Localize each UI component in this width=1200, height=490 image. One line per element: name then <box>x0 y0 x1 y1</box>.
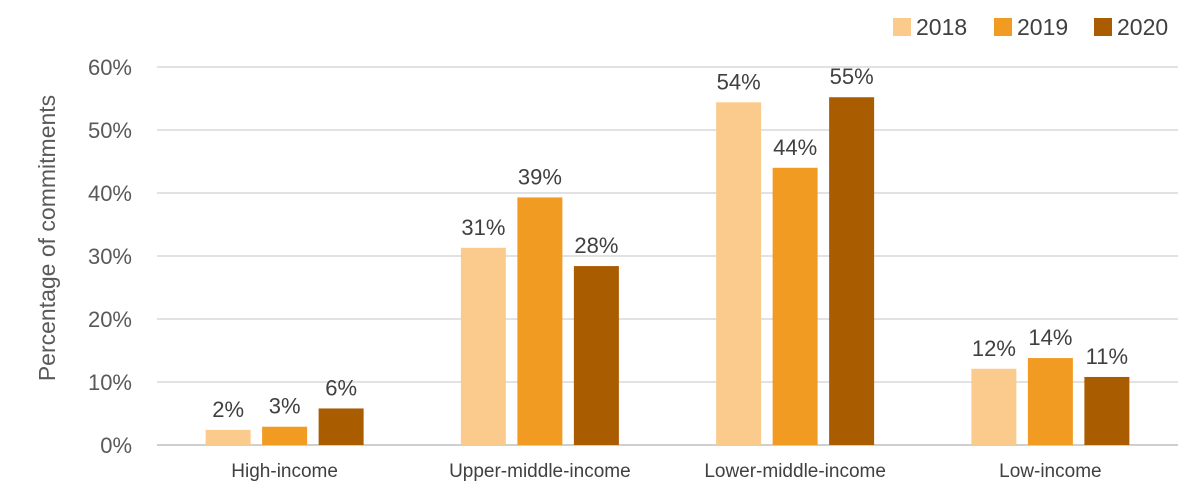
data-label: 11% <box>1086 344 1128 369</box>
bar-2018-high-income <box>205 429 251 445</box>
legend-swatch-2020 <box>1094 18 1112 36</box>
y-tick-label: 0% <box>100 433 132 458</box>
y-tick-label: 20% <box>88 307 132 332</box>
x-category-label: Lower-middle-income <box>704 461 886 482</box>
data-label: 2% <box>212 397 244 422</box>
data-label: 44% <box>773 135 817 160</box>
legend-label-2020: 2020 <box>1117 14 1168 40</box>
bar-2020-lower-middle-income <box>829 97 875 446</box>
x-category-label: Low-income <box>999 461 1101 482</box>
bar-2018-lower-middle-income <box>716 102 762 445</box>
data-label: 14% <box>1028 325 1072 350</box>
data-label: 28% <box>574 233 618 258</box>
legend-label-2018: 2018 <box>916 14 967 40</box>
data-label: 54% <box>717 69 761 94</box>
y-tick-label: 10% <box>88 370 132 395</box>
bar-2020-low-income <box>1084 376 1130 445</box>
bar-2020-upper-middle-income <box>573 266 619 445</box>
data-label: 12% <box>972 336 1016 361</box>
bar-2019-lower-middle-income <box>772 167 818 446</box>
x-category-label: High-income <box>231 461 338 482</box>
bar-2020-high-income <box>318 408 364 445</box>
y-tick-label: 40% <box>88 181 132 206</box>
data-label: 31% <box>461 215 505 240</box>
bar-2018-upper-middle-income <box>460 247 506 445</box>
y-axis-label: Percentage of commitments <box>34 95 60 381</box>
data-label: 39% <box>518 164 562 189</box>
data-label: 3% <box>269 394 301 419</box>
data-label: 6% <box>325 375 357 400</box>
bar-2019-high-income <box>262 426 308 445</box>
y-tick-label: 60% <box>88 55 132 80</box>
bar-2019-low-income <box>1027 358 1073 445</box>
bar-2019-upper-middle-income <box>517 197 563 445</box>
legend-swatch-2019 <box>994 18 1012 36</box>
legend-label-2019: 2019 <box>1017 14 1068 40</box>
legend-swatch-2018 <box>893 18 911 36</box>
y-tick-label: 50% <box>88 118 132 143</box>
data-label: 55% <box>830 64 874 89</box>
x-category-label: Upper-middle-income <box>449 461 631 482</box>
bar-2018-low-income <box>971 368 1017 445</box>
y-tick-label: 30% <box>88 244 132 269</box>
